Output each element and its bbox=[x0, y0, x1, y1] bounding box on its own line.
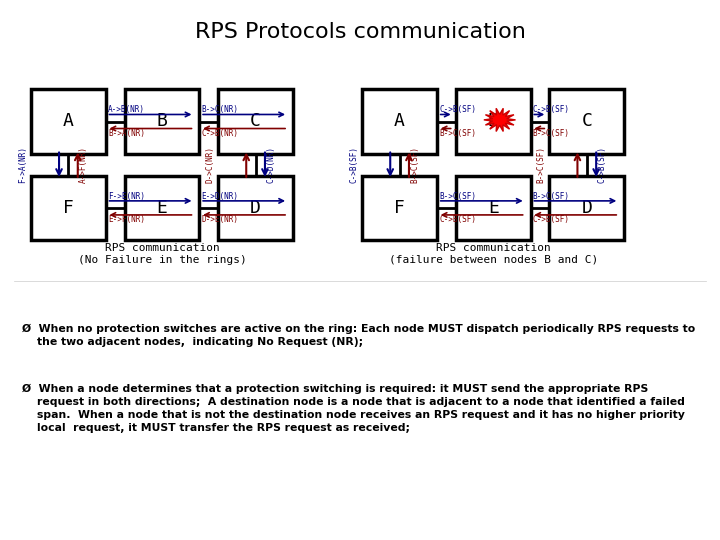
Text: B->C(NR): B->C(NR) bbox=[202, 105, 238, 114]
FancyBboxPatch shape bbox=[456, 89, 531, 154]
Text: C->B(SF): C->B(SF) bbox=[598, 146, 606, 183]
Text: C->D(NR): C->D(NR) bbox=[266, 146, 275, 183]
FancyBboxPatch shape bbox=[456, 176, 531, 240]
FancyBboxPatch shape bbox=[549, 176, 624, 240]
Text: Ø  When no protection switches are active on the ring: Each node MUST dispatch p: Ø When no protection switches are active… bbox=[22, 324, 695, 347]
Text: C->B(NR): C->B(NR) bbox=[202, 129, 238, 138]
Text: C: C bbox=[581, 112, 593, 131]
Text: B: B bbox=[487, 112, 499, 131]
Text: C->B(SF): C->B(SF) bbox=[439, 105, 476, 114]
Text: E: E bbox=[156, 199, 168, 217]
Text: E->D(NR): E->D(NR) bbox=[202, 192, 238, 200]
Text: C->B(SF): C->B(SF) bbox=[439, 215, 476, 224]
FancyBboxPatch shape bbox=[125, 176, 199, 240]
FancyBboxPatch shape bbox=[218, 176, 293, 240]
Text: A: A bbox=[394, 112, 405, 131]
Text: F: F bbox=[394, 199, 405, 217]
Text: C->B(SF): C->B(SF) bbox=[533, 105, 570, 114]
Text: E: E bbox=[487, 199, 499, 217]
Text: C: C bbox=[250, 112, 261, 131]
Text: Ø  When a node determines that a protection switching is required: it MUST send : Ø When a node determines that a protecti… bbox=[22, 383, 685, 433]
Text: B->C(SF): B->C(SF) bbox=[533, 192, 570, 200]
Text: A: A bbox=[63, 112, 74, 131]
Text: D: D bbox=[250, 199, 261, 217]
Text: C->B(SF): C->B(SF) bbox=[349, 146, 359, 183]
FancyBboxPatch shape bbox=[31, 176, 106, 240]
Text: F->A(NR): F->A(NR) bbox=[18, 146, 27, 183]
Text: B->C(SF): B->C(SF) bbox=[536, 146, 546, 183]
Text: A->B(NR): A->B(NR) bbox=[108, 105, 145, 114]
FancyBboxPatch shape bbox=[549, 89, 624, 154]
Text: RPS communication
(No Failure in the rings): RPS communication (No Failure in the rin… bbox=[78, 243, 246, 265]
Text: B->C(SF): B->C(SF) bbox=[410, 146, 419, 183]
Text: D->E(NR): D->E(NR) bbox=[202, 215, 238, 224]
Text: B->C(SF): B->C(SF) bbox=[439, 192, 476, 200]
Text: RPS communication
(failure between nodes B and C): RPS communication (failure between nodes… bbox=[389, 243, 598, 265]
FancyBboxPatch shape bbox=[218, 89, 293, 154]
Text: A->F(NR): A->F(NR) bbox=[79, 146, 89, 183]
Text: C->B(SF): C->B(SF) bbox=[533, 215, 570, 224]
FancyBboxPatch shape bbox=[362, 89, 437, 154]
Text: E->F(NR): E->F(NR) bbox=[108, 215, 145, 224]
Text: F->E(NR): F->E(NR) bbox=[108, 192, 145, 200]
Text: B->A(NR): B->A(NR) bbox=[108, 129, 145, 138]
Text: D->C(NR): D->C(NR) bbox=[205, 146, 215, 183]
Text: B->C(SF): B->C(SF) bbox=[533, 129, 570, 138]
FancyBboxPatch shape bbox=[31, 89, 106, 154]
Text: B: B bbox=[156, 112, 168, 131]
FancyBboxPatch shape bbox=[125, 89, 199, 154]
Text: RPS Protocols communication: RPS Protocols communication bbox=[194, 22, 526, 43]
Text: B->C(SF): B->C(SF) bbox=[439, 129, 476, 138]
FancyBboxPatch shape bbox=[362, 176, 437, 240]
Text: D: D bbox=[581, 199, 593, 217]
Polygon shape bbox=[484, 109, 516, 131]
Text: F: F bbox=[63, 199, 74, 217]
